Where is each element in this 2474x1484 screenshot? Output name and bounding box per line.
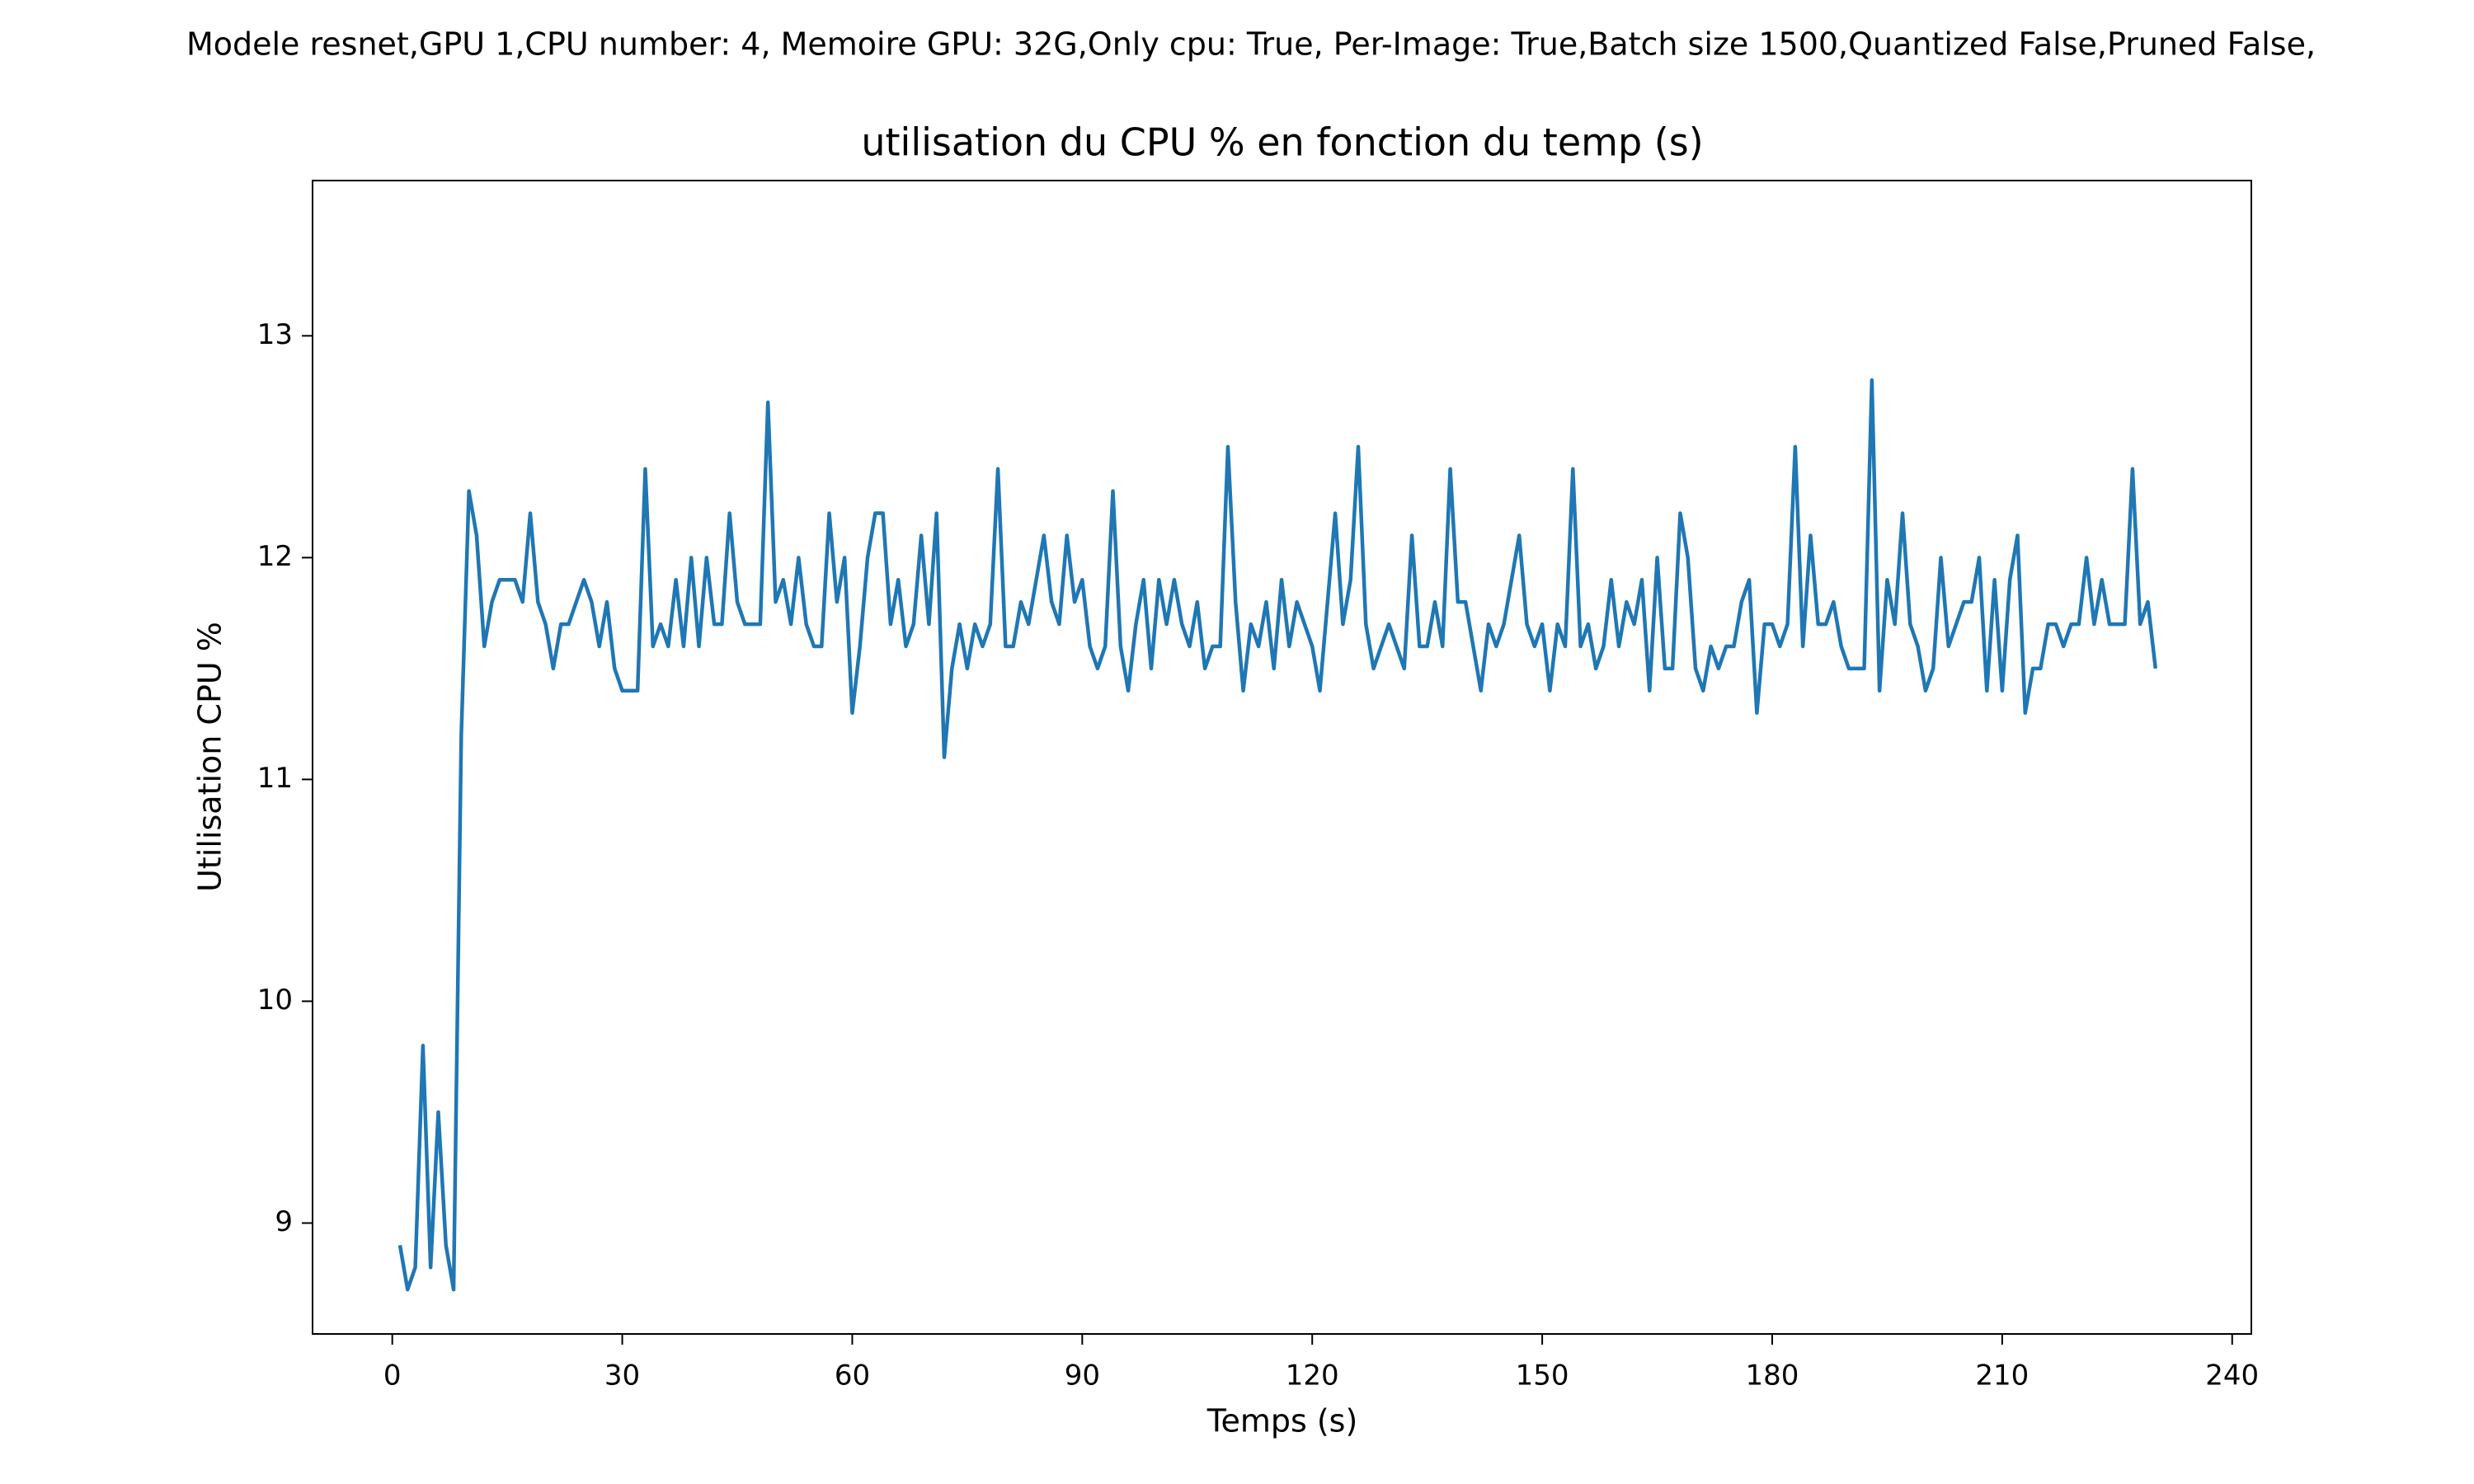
y-tick-label: 11: [257, 762, 293, 795]
x-tick-label: 90: [1065, 1360, 1100, 1392]
y-tick-label: 12: [257, 540, 293, 573]
y-tick-label: 9: [275, 1205, 293, 1238]
x-tick-label: 210: [1975, 1360, 2029, 1392]
suptitle: Modele resnet,GPU 1,CPU number: 4, Memoi…: [186, 26, 2316, 63]
y-tick-label: 13: [257, 318, 293, 351]
chart-title: utilisation du CPU % en fonction du temp…: [861, 120, 1703, 165]
y-tick-label: 10: [257, 984, 293, 1017]
x-axis-label: Temps (s): [1206, 1403, 1358, 1439]
plot-frame: [312, 180, 2252, 1335]
x-tick-label: 240: [2205, 1360, 2259, 1392]
x-tick-label: 150: [1516, 1360, 1569, 1392]
data-line: [397, 378, 2158, 1292]
y-axis-label: Utilisation CPU %: [192, 622, 228, 892]
x-tick-label: 30: [604, 1360, 640, 1392]
x-tick-label: 60: [835, 1360, 870, 1392]
x-tick-label: 120: [1286, 1360, 1339, 1392]
x-tick-label: 180: [1746, 1360, 1799, 1392]
x-tick-label: 0: [383, 1360, 402, 1392]
